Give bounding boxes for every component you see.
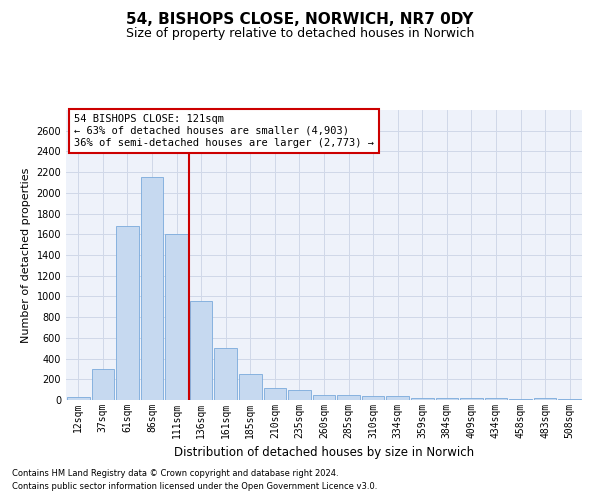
Bar	[67, 398, 89, 400]
Bar	[116, 226, 139, 400]
Text: Contains HM Land Registry data © Crown copyright and database right 2024.: Contains HM Land Registry data © Crown c…	[12, 468, 338, 477]
Bar	[362, 396, 385, 400]
Y-axis label: Number of detached properties: Number of detached properties	[21, 168, 31, 342]
Bar	[239, 374, 262, 400]
Bar	[165, 234, 188, 400]
Bar	[190, 300, 212, 400]
Bar	[485, 398, 508, 400]
Bar	[263, 388, 286, 400]
Bar	[534, 398, 556, 400]
Bar	[337, 395, 360, 400]
Bar	[411, 398, 434, 400]
Bar	[460, 398, 483, 400]
Bar	[214, 348, 237, 400]
Bar	[436, 398, 458, 400]
Text: 54, BISHOPS CLOSE, NORWICH, NR7 0DY: 54, BISHOPS CLOSE, NORWICH, NR7 0DY	[127, 12, 473, 28]
Bar	[92, 369, 114, 400]
Text: Contains public sector information licensed under the Open Government Licence v3: Contains public sector information licen…	[12, 482, 377, 491]
Text: Size of property relative to detached houses in Norwich: Size of property relative to detached ho…	[126, 28, 474, 40]
X-axis label: Distribution of detached houses by size in Norwich: Distribution of detached houses by size …	[174, 446, 474, 460]
Bar	[140, 178, 163, 400]
Text: 54 BISHOPS CLOSE: 121sqm
← 63% of detached houses are smaller (4,903)
36% of sem: 54 BISHOPS CLOSE: 121sqm ← 63% of detach…	[74, 114, 374, 148]
Bar	[313, 395, 335, 400]
Bar	[288, 390, 311, 400]
Bar	[386, 396, 409, 400]
